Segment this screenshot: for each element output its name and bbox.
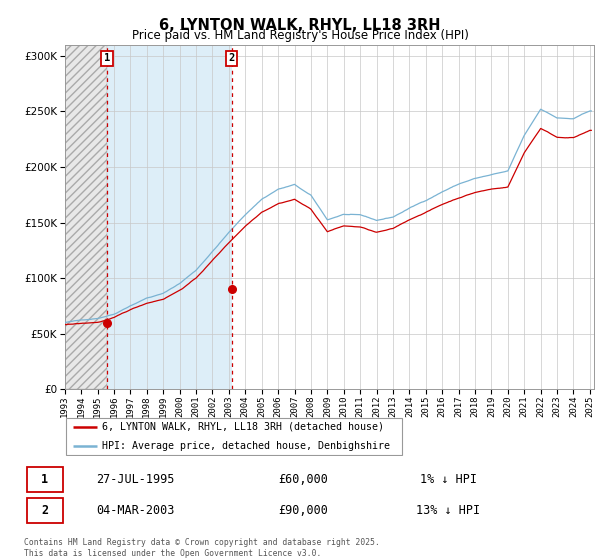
Text: 2: 2 <box>41 504 48 517</box>
Text: 1: 1 <box>104 53 110 63</box>
Text: £60,000: £60,000 <box>278 473 328 486</box>
Text: £90,000: £90,000 <box>278 504 328 517</box>
Text: Contains HM Land Registry data © Crown copyright and database right 2025.
This d: Contains HM Land Registry data © Crown c… <box>24 538 380 558</box>
Text: 1% ↓ HPI: 1% ↓ HPI <box>419 473 476 486</box>
Text: 6, LYNTON WALK, RHYL, LL18 3RH: 6, LYNTON WALK, RHYL, LL18 3RH <box>159 18 441 33</box>
Text: 04-MAR-2003: 04-MAR-2003 <box>97 504 175 517</box>
Text: 1: 1 <box>41 473 48 486</box>
Text: 6, LYNTON WALK, RHYL, LL18 3RH (detached house): 6, LYNTON WALK, RHYL, LL18 3RH (detached… <box>102 422 384 432</box>
Text: Price paid vs. HM Land Registry's House Price Index (HPI): Price paid vs. HM Land Registry's House … <box>131 29 469 42</box>
Text: 13% ↓ HPI: 13% ↓ HPI <box>416 504 480 517</box>
Bar <box>107 45 232 389</box>
Text: 2: 2 <box>229 53 235 63</box>
Text: 27-JUL-1995: 27-JUL-1995 <box>97 473 175 486</box>
Text: HPI: Average price, detached house, Denbighshire: HPI: Average price, detached house, Denb… <box>102 441 390 451</box>
Bar <box>65 45 107 389</box>
